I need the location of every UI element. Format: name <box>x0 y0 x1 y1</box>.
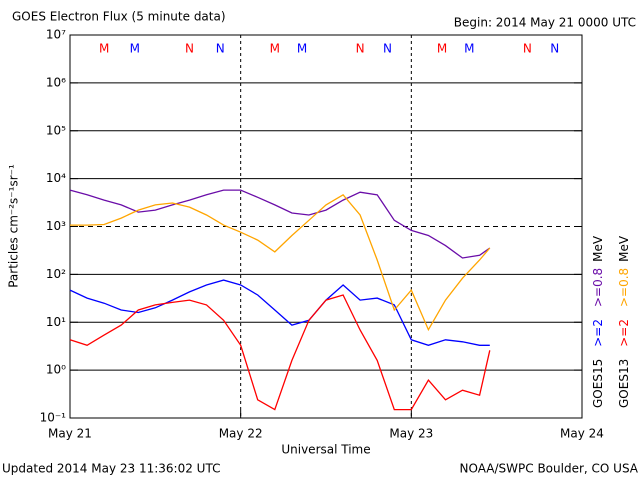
annotation: N <box>523 42 532 56</box>
y-axis-label: Particles cm⁻²s⁻¹sr⁻¹ <box>7 164 21 288</box>
legend-unit: MeV <box>591 235 605 262</box>
legend-entry: >=2 <box>591 319 605 347</box>
annotation: N <box>383 42 392 56</box>
legend-entry: >=2 <box>617 319 631 347</box>
annotation: M <box>130 42 140 56</box>
footer-right: NOAA/SWPC Boulder, CO USA <box>460 462 639 476</box>
plot-frame <box>69 34 583 419</box>
annotation: M <box>270 42 280 56</box>
series-line <box>69 294 491 411</box>
y-tick-label: 10⁰ <box>46 363 66 377</box>
footer-left: Updated 2014 May 23 11:36:02 UTC <box>2 462 220 476</box>
legend-entry: >=0.8 <box>617 268 631 307</box>
x-tick-label: May 24 <box>560 427 604 441</box>
x-tick-label: May 23 <box>389 427 433 441</box>
annotation: M <box>99 42 109 56</box>
y-tick-label: 10³ <box>46 219 66 233</box>
y-tick-label: 10¹ <box>46 315 66 329</box>
series-line <box>69 279 490 346</box>
annotation: N <box>356 42 365 56</box>
y-tick-label: 10⁷ <box>46 28 66 42</box>
y-tick-label: 10² <box>46 267 66 281</box>
series-line <box>70 193 491 332</box>
chart-subtitle: Begin: 2014 May 21 0000 UTC <box>454 16 636 30</box>
annotation: N <box>550 42 559 56</box>
y-tick-label: 10⁵ <box>46 123 66 137</box>
legend-entry: >=0.8 <box>591 268 605 307</box>
series-line <box>69 189 491 259</box>
legend: GOES13 >=2 >=0.8 MeV <box>617 235 631 408</box>
annotation: M <box>437 42 447 56</box>
annotation: N <box>216 42 225 56</box>
legend: GOES15 >=2 >=0.8 MeV <box>591 235 605 408</box>
annotation: M <box>464 42 474 56</box>
chart-title: GOES Electron Flux (5 minute data) <box>12 10 226 24</box>
annotation: N <box>185 42 194 56</box>
legend-group: GOES13 <box>617 359 631 408</box>
annotation: M <box>297 42 307 56</box>
legend-group: GOES15 <box>591 359 605 408</box>
x-tick-label: May 22 <box>219 427 263 441</box>
y-tick-label: 10⁻¹ <box>40 411 67 425</box>
y-tick-label: 10⁶ <box>46 75 66 89</box>
legend-unit: MeV <box>617 235 631 262</box>
y-tick-label: 10⁴ <box>46 171 66 185</box>
x-tick-label: May 21 <box>48 427 92 441</box>
x-axis-label: Universal Time <box>281 443 370 457</box>
